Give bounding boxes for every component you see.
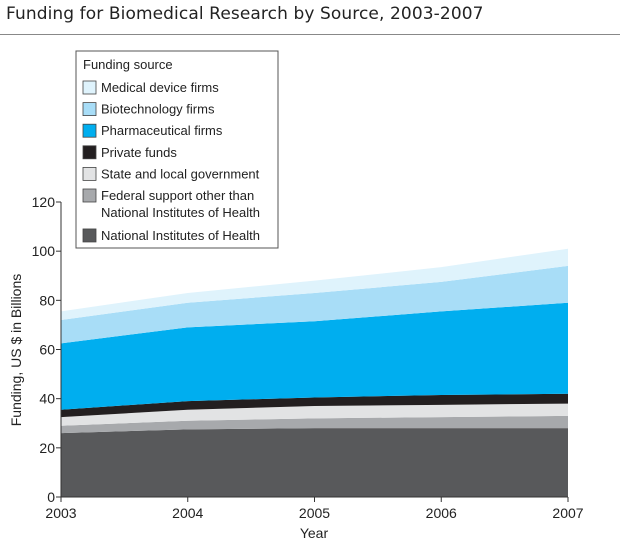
legend-label-2: State and local government: [101, 166, 260, 181]
y-tick-label: 40: [39, 391, 55, 407]
legend-swatch-6: [82, 80, 97, 95]
x-tick-label: 2003: [45, 505, 76, 521]
legend-swatch-0: [82, 228, 97, 243]
chart-title: Funding for Biomedical Research by Sourc…: [6, 4, 484, 24]
y-axis-label: Funding, US $ in Billions: [8, 274, 24, 427]
area-series-0: [61, 428, 568, 497]
area-series-5: [61, 265, 568, 344]
area-series-6: [61, 248, 568, 320]
x-tick-label: 2005: [299, 505, 330, 521]
legend-swatch-1: [82, 188, 97, 203]
area-series-4: [61, 302, 568, 410]
y-tick-label: 100: [32, 243, 56, 259]
y-tick-label: 60: [39, 342, 55, 358]
legend-swatch-2: [82, 166, 97, 181]
y-tick-label: 80: [39, 292, 55, 308]
legend-box: [75, 50, 279, 249]
y-tick-label: 20: [39, 440, 55, 456]
x-axis-label: Year: [300, 525, 329, 541]
area-layers: [61, 248, 568, 497]
legend-label-0: National Institutes of Health: [101, 228, 260, 243]
legend-label-1: Federal support other than National Insti…: [101, 188, 260, 220]
x-tick-label: 2007: [552, 505, 583, 521]
legend-title: Funding source: [83, 57, 173, 72]
legend-swatch-3: [82, 145, 97, 160]
x-tick-label: 2004: [172, 505, 203, 521]
legend-swatch-5: [82, 102, 97, 116]
y-tick-label: 120: [32, 194, 56, 210]
area-series-3: [61, 393, 568, 418]
legend: Funding source Medical device firms Biotec…: [75, 50, 279, 249]
legend-label-4: Pharmaceutical firms: [101, 123, 223, 138]
legend-label-6: Medical device firms: [101, 80, 219, 95]
x-tick-label: 2006: [426, 505, 457, 521]
y-tick-label: 0: [47, 489, 55, 505]
area-series-2: [61, 403, 568, 426]
legend-label-3: Private funds: [101, 145, 177, 160]
legend-swatch-4: [82, 123, 97, 138]
title-divider: [0, 34, 620, 35]
area-series-1: [61, 415, 568, 434]
legend-label-5: Biotechnology firms: [101, 102, 215, 117]
axes: 0 20 40 60 80 100 120 2003 2004 2005 2006 2007: [32, 194, 584, 521]
